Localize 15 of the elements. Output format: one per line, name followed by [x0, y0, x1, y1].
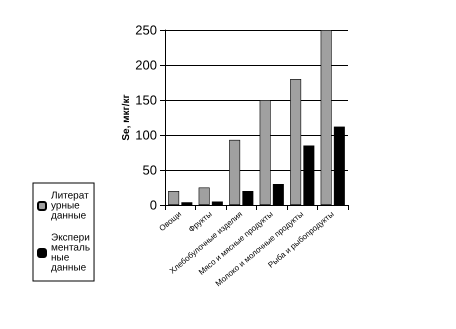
- bar: [272, 184, 284, 205]
- y-tick-label: 200: [135, 58, 157, 72]
- bar: [181, 202, 192, 205]
- bar: [212, 202, 223, 205]
- y-tick-label: 50: [142, 162, 157, 178]
- y-tick-label: 150: [135, 92, 157, 108]
- bar: [168, 191, 180, 205]
- y-axis-title: Se, мкг/кг: [120, 94, 132, 141]
- y-tick-label: 100: [135, 128, 157, 142]
- y-tick-label: 250: [135, 22, 157, 38]
- y-tick-label: 0: [150, 198, 157, 212]
- bar: [198, 188, 210, 205]
- legend-label: Экспериментальные данные: [51, 232, 90, 274]
- bar: [242, 191, 254, 205]
- legend-label: Литературные данные: [51, 190, 90, 222]
